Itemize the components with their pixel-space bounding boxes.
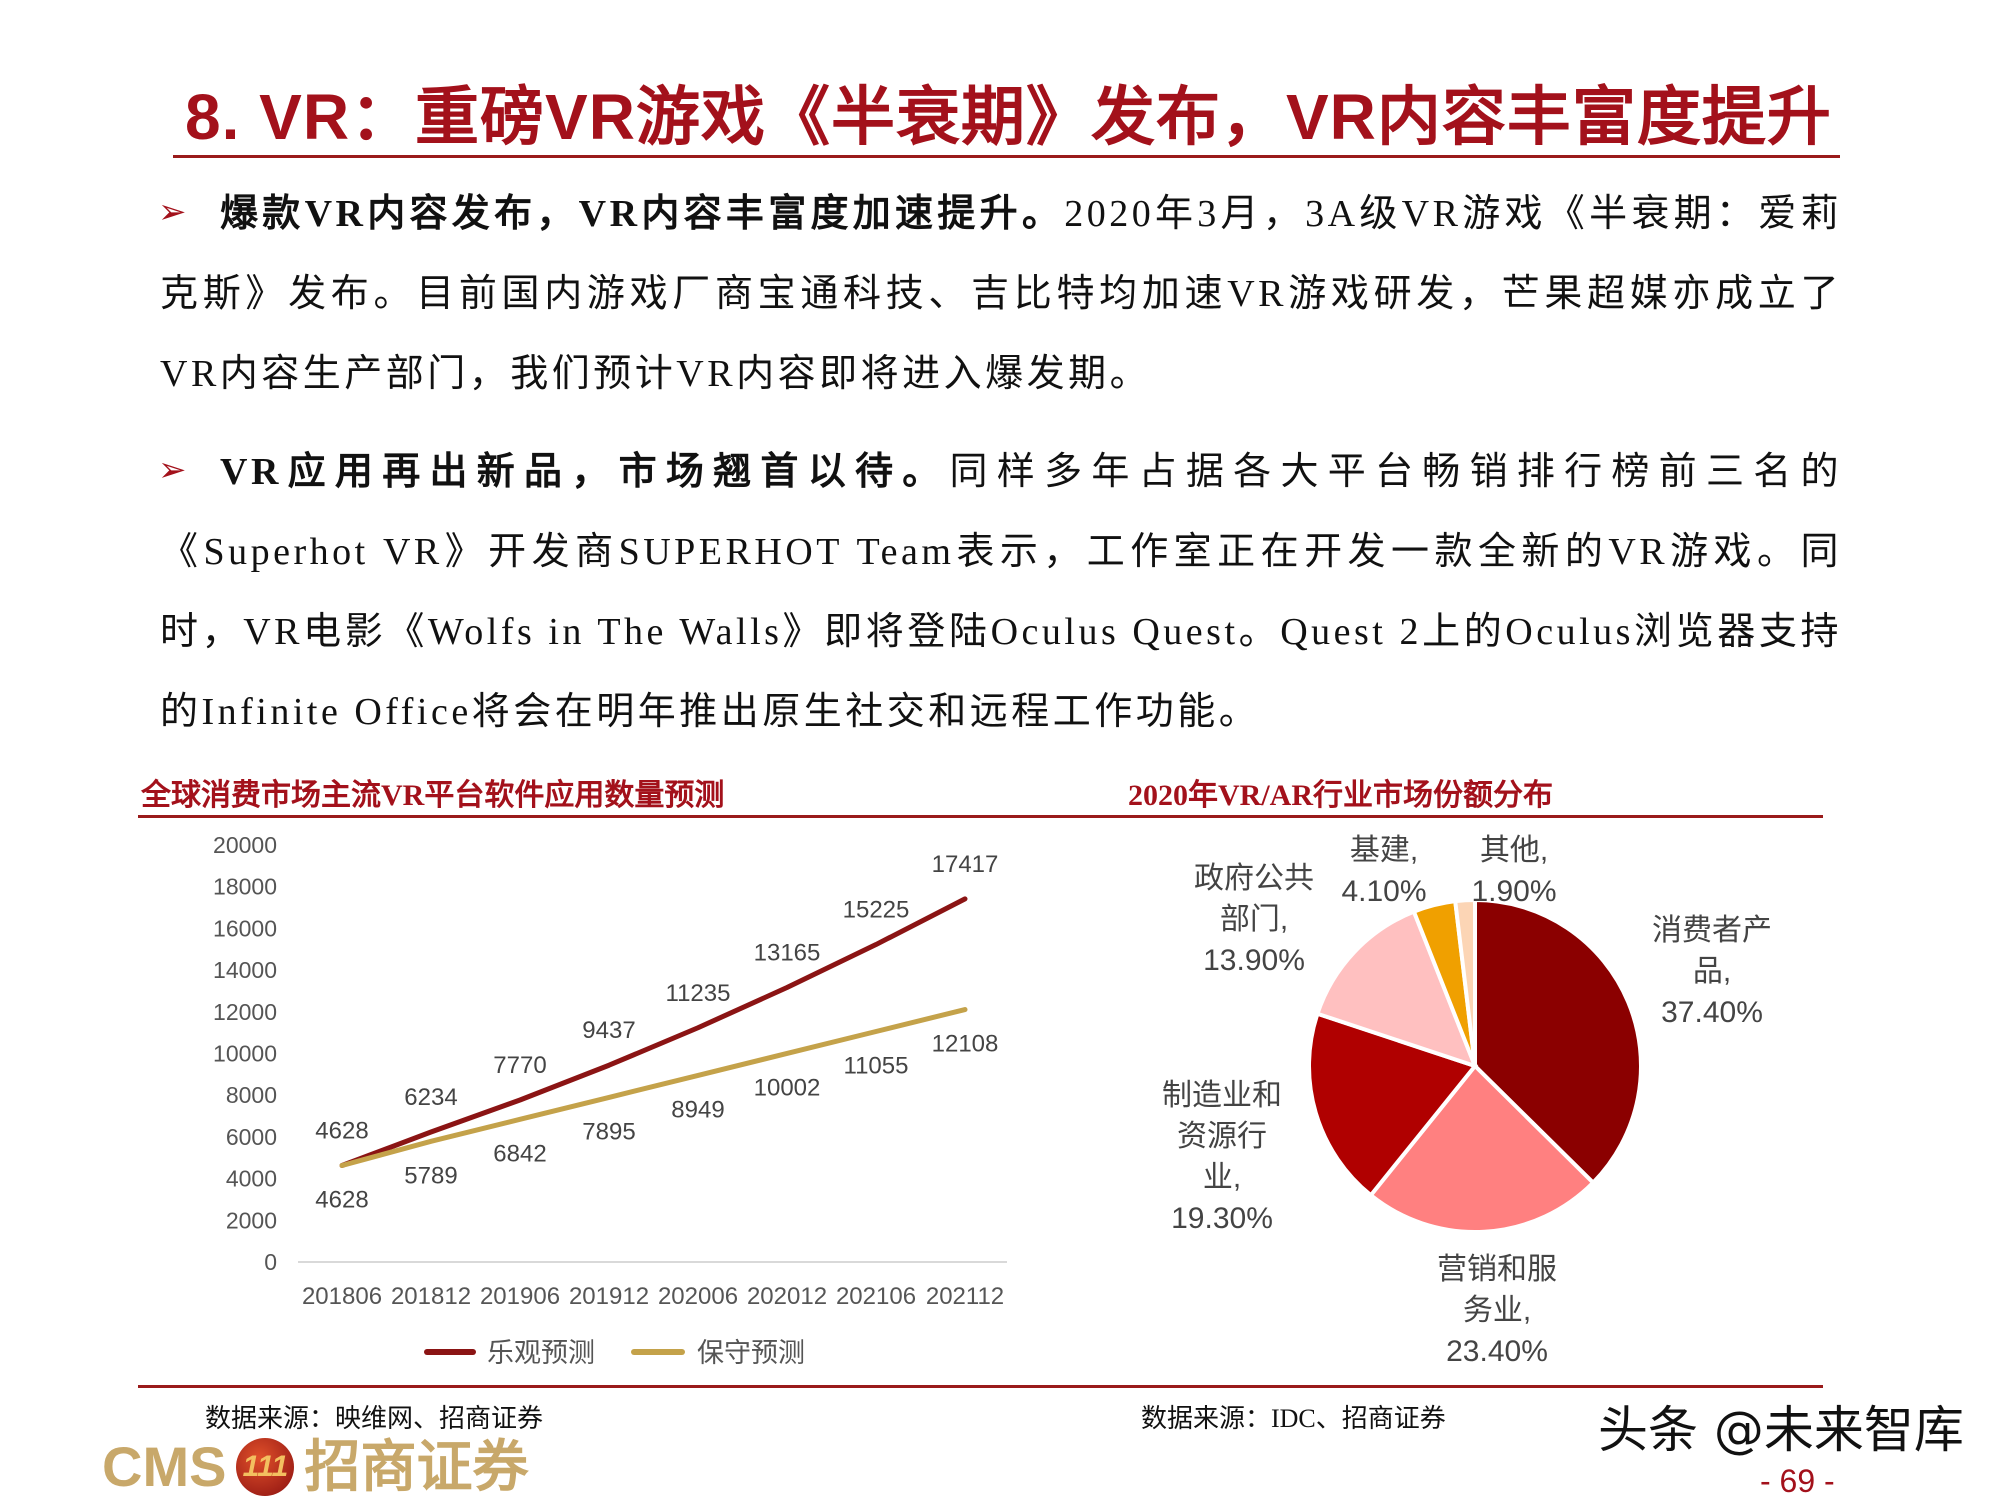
pie-label-percent: 13.90% xyxy=(1203,944,1305,977)
data-label: 6234 xyxy=(404,1084,457,1111)
paragraph-text: 2020年3月，3A级VR游戏《半衰期：爱莉克斯》发布。目前国内游戏厂商宝通科技… xyxy=(160,193,1842,395)
page-number: - 69 - xyxy=(1760,1463,1835,1499)
pie-label-name: 政府公共部门, xyxy=(1194,862,1314,936)
x-tick-label: 202012 xyxy=(747,1283,827,1310)
x-tick-label: 201912 xyxy=(569,1283,649,1310)
paragraph-lead: VR应用再出新品，市场翘首以待。 xyxy=(220,451,950,493)
title-underline xyxy=(173,155,1840,158)
chart-top-rule xyxy=(138,815,1823,818)
legend-label: 乐观预测 xyxy=(487,1338,595,1368)
x-tick-label: 201812 xyxy=(391,1283,471,1310)
data-label: 7895 xyxy=(582,1118,635,1145)
y-tick-label: 12000 xyxy=(213,999,277,1025)
pie-slice xyxy=(1411,898,1477,1067)
company-logo: CMS 111 招商证券 xyxy=(102,1434,529,1500)
logo-cn: 招商证券 xyxy=(304,1434,529,1500)
pie-label: 其他, 1.90% xyxy=(1452,830,1576,912)
paragraph-text: 同样多年占据各大平台畅销排行榜前三名的《Superhot VR》开发商SUPER… xyxy=(160,451,1842,733)
pie-label-name: 消费者产品, xyxy=(1652,914,1772,988)
pie-label: 营销和服务业, 23.40% xyxy=(1435,1249,1559,1372)
data-label: 9437 xyxy=(582,1017,635,1044)
series-line-optimistic xyxy=(339,896,968,1169)
y-tick-label: 4000 xyxy=(226,1166,277,1192)
data-label: 17417 xyxy=(932,851,999,878)
data-label: 11235 xyxy=(666,980,731,1007)
data-label: 7770 xyxy=(493,1052,546,1079)
pie-chart-title: 2020年VR/AR行业市场份额分布 xyxy=(1128,779,1553,812)
line-chart: 0 2000 4000 6000 8000 10000 12000 14000 16000 180… xyxy=(213,832,1007,1368)
data-label: 10002 xyxy=(754,1074,821,1101)
y-tick-label: 2000 xyxy=(226,1207,277,1233)
pie-label: 消费者产品, 37.40% xyxy=(1650,910,1774,1033)
logo-text: CMS xyxy=(102,1435,227,1498)
pie-label: 制造业和资源行业, 19.30% xyxy=(1160,1075,1284,1239)
y-tick-label: 0 xyxy=(264,1249,277,1275)
page-title: 8. VR：重磅VR游戏《半衰期》发布，VR内容丰富度提升 xyxy=(185,81,1832,153)
data-label: 5789 xyxy=(404,1162,457,1189)
data-label: 12108 xyxy=(932,1031,999,1058)
paragraph-lead: 爆款VR内容发布，VR内容丰富度加速提升。 xyxy=(220,193,1065,235)
bullet-arrow-icon: ➢ xyxy=(158,194,187,231)
bullet-arrow-icon: ➢ xyxy=(158,452,187,489)
pie-label: 基建, 4.10% xyxy=(1322,830,1446,912)
x-tick-label: 202006 xyxy=(658,1283,738,1310)
pie-chart-source: 数据来源：IDC、招商证券 xyxy=(1141,1404,1446,1433)
pie-label-percent: 37.40% xyxy=(1661,996,1763,1029)
watermark: 头条 @未来智库 xyxy=(1598,1401,1964,1459)
logo-seal-icon: 111 xyxy=(236,1438,295,1496)
pie-label-name: 营销和服务业, xyxy=(1437,1253,1557,1327)
data-label: 6842 xyxy=(493,1140,546,1167)
x-tick-label: 202106 xyxy=(836,1283,916,1310)
y-tick-label: 8000 xyxy=(226,1082,277,1108)
pie-label-name: 制造业和资源行业, xyxy=(1162,1079,1282,1194)
y-tick-label: 14000 xyxy=(213,957,277,983)
series-line-conservative xyxy=(339,1007,968,1169)
x-tick-label: 201806 xyxy=(302,1283,382,1310)
y-tick-label: 6000 xyxy=(226,1124,277,1150)
y-tick-label: 20000 xyxy=(213,832,277,858)
pie-label-name: 其他, xyxy=(1479,834,1549,867)
paragraph-1: 爆款VR内容发布，VR内容丰富度加速提升。2020年3月，3A级VR游戏《半衰期… xyxy=(160,174,1842,414)
y-tick-label: 10000 xyxy=(213,1041,277,1067)
pie-label: 政府公共部门, 13.90% xyxy=(1192,858,1316,981)
pie-label-percent: 23.40% xyxy=(1446,1335,1548,1368)
pie-label-percent: 19.30% xyxy=(1171,1202,1273,1235)
y-tick-label: 16000 xyxy=(213,915,277,941)
data-label: 13165 xyxy=(754,940,821,967)
pie-slice xyxy=(1307,1011,1479,1199)
pie-slice xyxy=(1453,897,1477,1067)
chart-bottom-rule xyxy=(138,1385,1823,1388)
pie-slice xyxy=(1473,897,1643,1186)
pie-label-percent: 1.90% xyxy=(1471,875,1557,908)
y-tick-label: 18000 xyxy=(213,874,277,900)
x-tick-label: 202112 xyxy=(926,1283,1004,1310)
pie-label-name: 基建, xyxy=(1349,834,1419,867)
data-label: 11055 xyxy=(844,1053,909,1080)
data-label: 15225 xyxy=(843,897,910,924)
legend-label: 保守预测 xyxy=(697,1338,805,1368)
data-label: 4628 xyxy=(315,1187,368,1214)
line-chart-title: 全球消费市场主流VR平台软件应用数量预测 xyxy=(141,779,725,812)
x-tick-label: 201906 xyxy=(480,1283,560,1310)
paragraph-2: VR应用再出新品，市场翘首以待。同样多年占据各大平台畅销排行榜前三名的《Supe… xyxy=(160,432,1842,752)
pie-slice xyxy=(1314,909,1479,1070)
data-label: 8949 xyxy=(671,1096,724,1123)
data-label: 4628 xyxy=(315,1118,368,1145)
line-chart-source: 数据来源：映维网、招商证券 xyxy=(205,1404,544,1433)
pie-slice xyxy=(1367,1063,1596,1234)
pie-label-percent: 4.10% xyxy=(1341,875,1427,908)
